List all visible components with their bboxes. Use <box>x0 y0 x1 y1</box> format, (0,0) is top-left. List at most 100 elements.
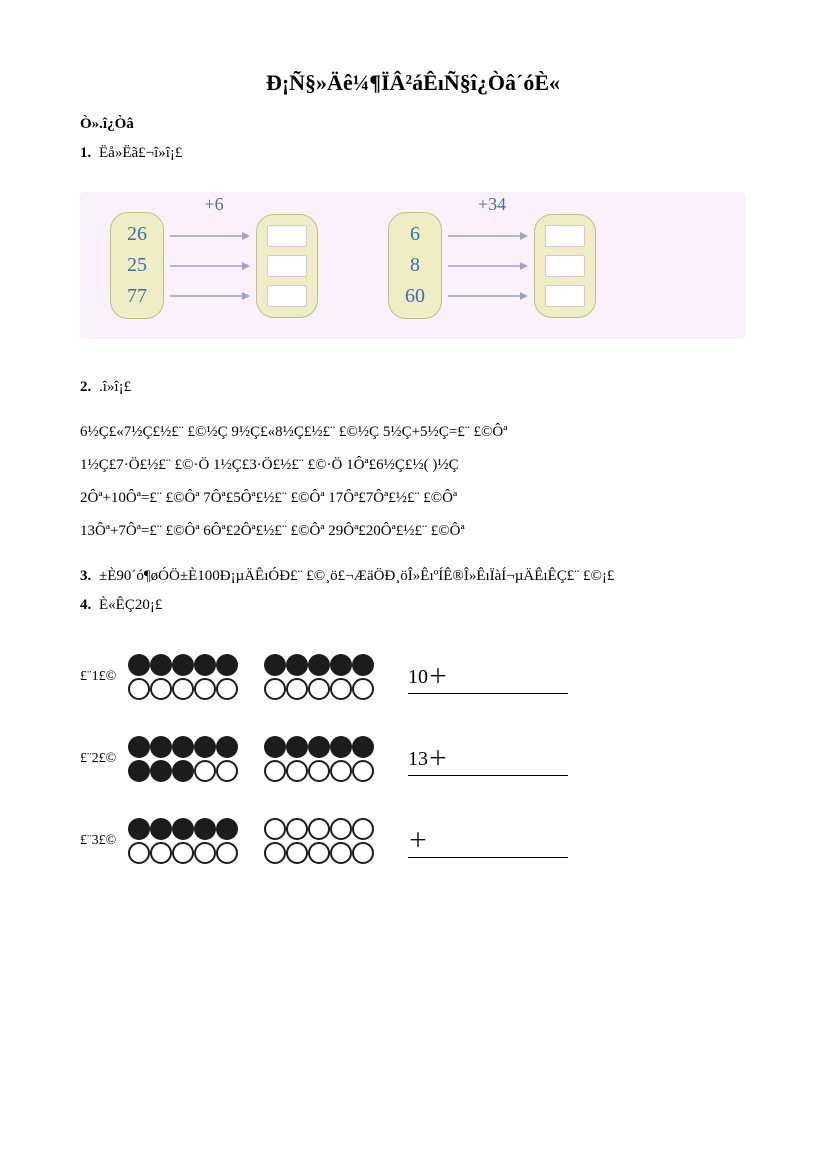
dot-line <box>128 678 238 700</box>
answer-slot[interactable] <box>545 255 585 277</box>
q1-right-arrows <box>448 227 528 305</box>
q4-text: È«ÊÇ20¡£ <box>99 597 162 613</box>
dot-filled-icon <box>286 654 308 676</box>
q1-right-machine: +34 6 8 60 <box>388 212 596 319</box>
q2-lines: 6½Ç£«7½Ç£½£¨ £©½Ç 9½Ç£«8½Ç£½£¨ £©½Ç 5½Ç+… <box>80 416 746 548</box>
dot-line <box>128 760 238 782</box>
q2-line-1: 1½Ç£7·Ö£½£¨ £©·Ö 1½Ç£3·Ö£½£¨ £©·Ö 1Ôª£6½… <box>80 449 746 482</box>
q4-number: 4. <box>80 597 91 613</box>
dot-open-icon <box>128 842 150 864</box>
q1-left-arrows <box>170 227 250 305</box>
answer-slot[interactable] <box>267 285 307 307</box>
dot-open-icon <box>172 678 194 700</box>
q4-row-label: £¨3£© <box>80 833 128 849</box>
q2-line-0: 6½Ç£«7½Ç£½£¨ £©½Ç 9½Ç£«8½Ç£½£¨ £©½Ç 5½Ç+… <box>80 416 746 449</box>
equation-blank[interactable]: ＋ <box>408 824 568 858</box>
dot-filled-icon <box>330 654 352 676</box>
dot-open-icon <box>308 760 330 782</box>
dot-filled-icon <box>352 736 374 758</box>
q1-right-in-2: 60 <box>399 285 431 308</box>
dot-group <box>128 736 238 782</box>
dot-filled-icon <box>172 818 194 840</box>
dot-open-icon <box>308 678 330 700</box>
dot-filled-icon <box>172 736 194 758</box>
equation-blank[interactable]: 10＋ <box>408 660 568 694</box>
dot-filled-icon <box>172 654 194 676</box>
dot-groups <box>128 654 374 700</box>
dot-open-icon <box>330 678 352 700</box>
q2-number: 2. <box>80 379 91 395</box>
q4-row-label: £¨1£© <box>80 669 128 685</box>
dot-open-icon <box>352 760 374 782</box>
dot-open-icon <box>216 842 238 864</box>
q3-prompt: 3. ±È90´ó¶øÓÖ±È100Đ¡µÄÊıÓĐ£¨ £©¸ö£¬ÆäÖĐ¸… <box>80 568 746 585</box>
dot-open-icon <box>330 818 352 840</box>
dot-filled-icon <box>194 654 216 676</box>
q4-row: £¨2£©13＋ <box>80 736 746 782</box>
dot-open-icon <box>352 842 374 864</box>
q1-right-inputs: 6 8 60 <box>388 212 442 319</box>
q1-left-inputs: 26 25 77 <box>110 212 164 319</box>
dot-line <box>264 760 374 782</box>
dot-filled-icon <box>194 736 216 758</box>
dot-open-icon <box>128 678 150 700</box>
dot-filled-icon <box>308 736 330 758</box>
q3-text: ±È90´ó¶øÓÖ±È100Đ¡µÄÊıÓĐ£¨ £©¸ö£¬ÆäÖĐ¸öÎ»… <box>99 568 614 584</box>
dot-open-icon <box>264 678 286 700</box>
q4-problems: £¨1£© 10＋ £¨2£©13＋ £¨3£© ＋ <box>80 654 746 864</box>
dot-line <box>264 678 374 700</box>
dot-open-icon <box>264 842 286 864</box>
dot-open-icon <box>352 678 374 700</box>
q1-right-op: +34 <box>478 194 506 215</box>
dot-group <box>128 654 238 700</box>
dot-line <box>264 818 374 840</box>
dot-filled-icon <box>172 760 194 782</box>
dot-filled-icon <box>216 736 238 758</box>
dot-open-icon <box>308 842 330 864</box>
q2-line-3: 13Ôª+7Ôª=£¨ £©Ôª 6Ôª£2Ôª£½£¨ £©Ôª 29Ôª£2… <box>80 515 746 548</box>
dot-filled-icon <box>128 654 150 676</box>
answer-slot[interactable] <box>267 225 307 247</box>
dot-open-icon <box>286 818 308 840</box>
dot-filled-icon <box>150 654 172 676</box>
page-title: Đ¡Ñ§»Äê¼¶ÏÂ²áÊıÑ§î¿Òâ´óÈ« <box>80 70 746 96</box>
dot-filled-icon <box>264 736 286 758</box>
q1-right-in-0: 6 <box>399 223 431 246</box>
answer-slot[interactable] <box>545 285 585 307</box>
dot-open-icon <box>286 760 308 782</box>
q2-prompt: 2. .î»î¡£ <box>80 379 746 396</box>
dot-groups <box>128 736 374 782</box>
dot-open-icon <box>194 842 216 864</box>
q2-line-2: 2Ôª+10Ôª=£¨ £©Ôª 7Ôª£5Ôª£½£¨ £©Ôª 17Ôª£7… <box>80 482 746 515</box>
q3-number: 3. <box>80 568 91 584</box>
dot-line <box>128 842 238 864</box>
dot-line <box>128 818 238 840</box>
dot-line <box>128 654 238 676</box>
dot-filled-icon <box>264 654 286 676</box>
dot-group <box>128 818 238 864</box>
q4-prompt: 4. È«ÊÇ20¡£ <box>80 597 746 614</box>
equation-blank[interactable]: 13＋ <box>408 742 568 776</box>
dot-filled-icon <box>128 818 150 840</box>
dot-filled-icon <box>150 760 172 782</box>
dot-filled-icon <box>128 760 150 782</box>
dot-group <box>264 654 374 700</box>
answer-slot[interactable] <box>545 225 585 247</box>
dot-filled-icon <box>194 818 216 840</box>
dot-group <box>264 736 374 782</box>
dot-open-icon <box>194 678 216 700</box>
dot-open-icon <box>308 818 330 840</box>
dot-open-icon <box>330 760 352 782</box>
dot-line <box>264 842 374 864</box>
dot-filled-icon <box>150 736 172 758</box>
answer-slot[interactable] <box>267 255 307 277</box>
dot-open-icon <box>286 842 308 864</box>
dot-group <box>264 818 374 864</box>
dot-filled-icon <box>150 818 172 840</box>
q1-left-machine: +6 26 25 77 <box>110 212 318 319</box>
q4-row: £¨3£© ＋ <box>80 818 746 864</box>
dot-open-icon <box>216 678 238 700</box>
dot-filled-icon <box>308 654 330 676</box>
dot-filled-icon <box>216 654 238 676</box>
q1-diagram: +6 26 25 77 +34 6 8 60 <box>80 192 746 339</box>
